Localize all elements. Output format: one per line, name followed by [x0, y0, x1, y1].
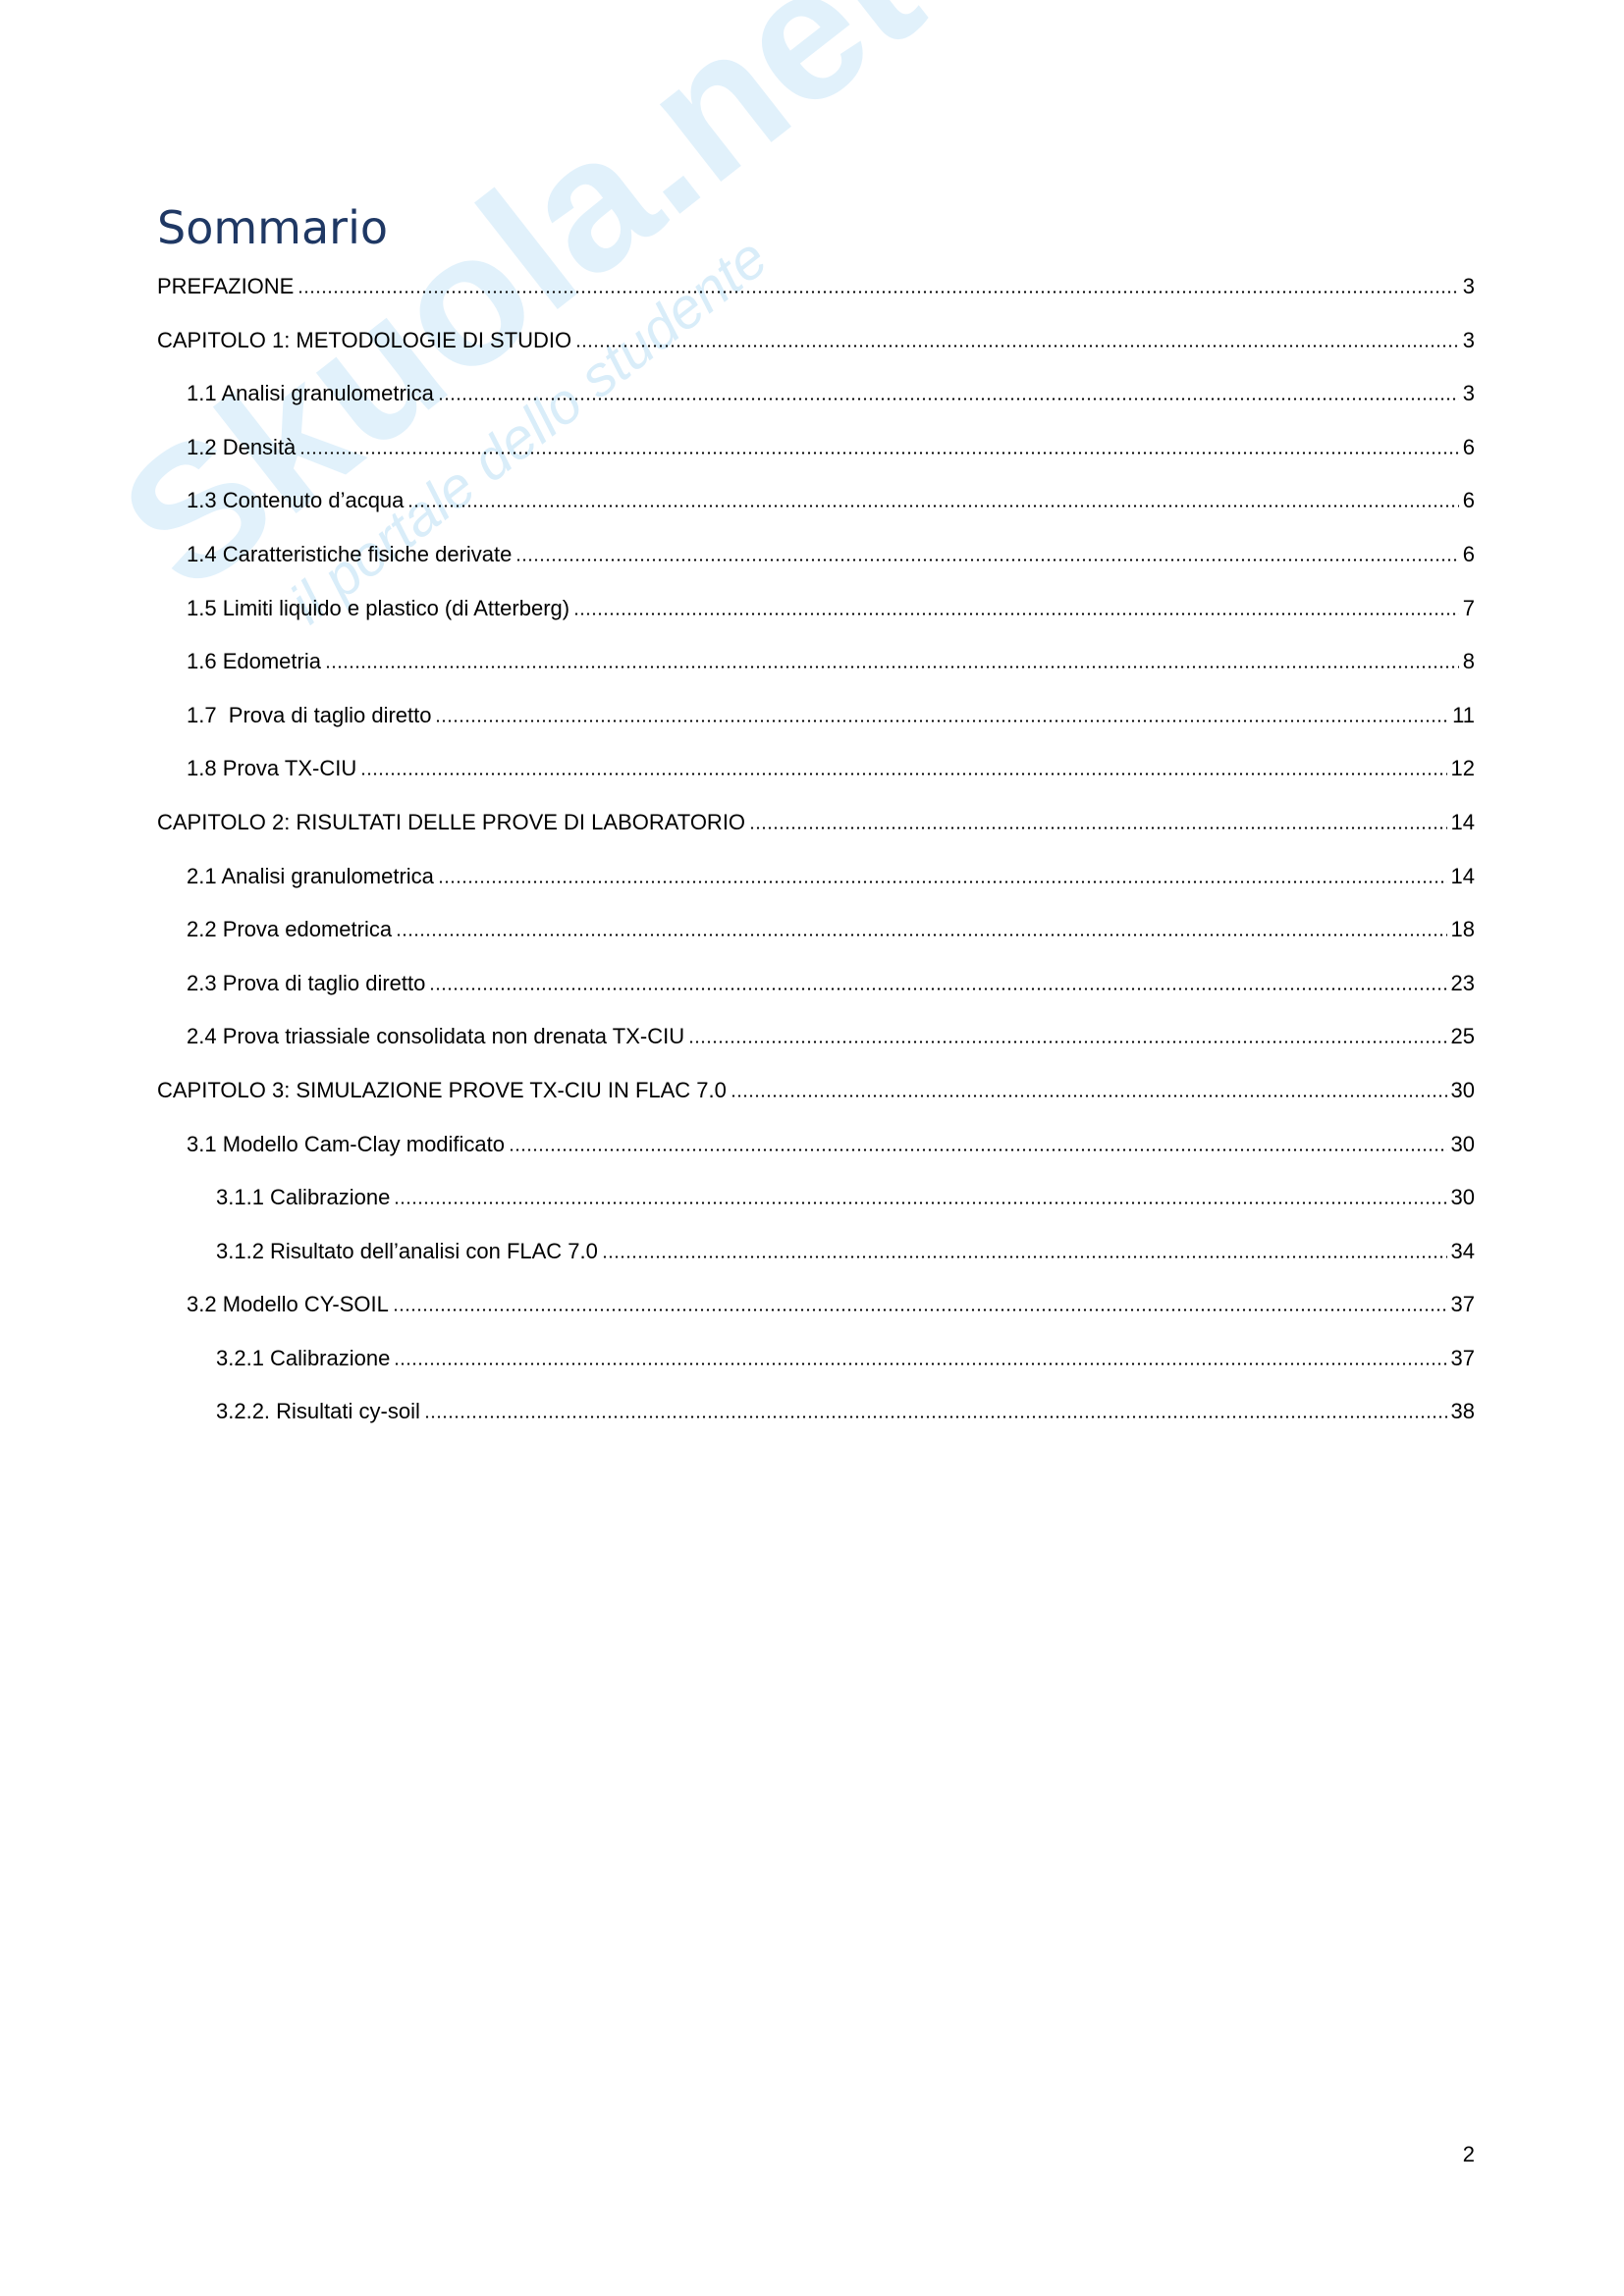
dot-leader: [324, 666, 1459, 669]
entry-title: 3.1.2 Risultato dell’analisi con FLAC 7.…: [216, 1238, 598, 1263]
entry-title: CAPITOLO 3: SIMULAZIONE PROVE TX-CIU IN …: [157, 1077, 727, 1102]
entry-title: CAPITOLO 2: RISULTATI DELLE PROVE DI LAB…: [157, 809, 746, 834]
entry-page: 38: [1450, 1399, 1475, 1424]
entry-title: 1.3 Contenuto d’acqua: [187, 488, 405, 513]
entry-title: 1.5 Limiti liquido e plastico (di Atterb…: [187, 595, 570, 620]
dot-leader: [749, 826, 1447, 829]
entry-title: 1.8 Prova TX-CIU: [187, 756, 357, 781]
entry-page: 30: [1450, 1131, 1475, 1156]
dot-leader: [437, 398, 1459, 401]
entry-page: 6: [1462, 541, 1475, 566]
dot-leader: [360, 773, 1447, 776]
toc-title: Sommario: [157, 201, 388, 254]
dot-leader: [509, 1148, 1447, 1151]
toc-entry: 3.2.1 Calibrazione 37: [157, 1342, 1475, 1396]
entry-page: 3: [1462, 274, 1475, 298]
dot-leader: [730, 1094, 1447, 1097]
entry-page: 34: [1450, 1238, 1475, 1263]
entry-page: 30: [1450, 1185, 1475, 1210]
entry-title: 3.2.2. Risultati cy-soil: [216, 1399, 420, 1424]
entry-page: 25: [1450, 1024, 1475, 1049]
dot-leader: [437, 880, 1447, 883]
toc-entry: CAPITOLO 2: RISULTATI DELLE PROVE DI LAB…: [157, 806, 1475, 860]
toc-entry: 2.1 Analisi granulometrica 14: [157, 860, 1475, 914]
entry-title: 2.2 Prova edometrica: [187, 917, 393, 942]
toc-entry: 2.3 Prova di taglio diretto 23: [157, 967, 1475, 1021]
dot-leader: [435, 719, 1449, 722]
entry-title: 3.1 Modello Cam-Clay modificato: [187, 1131, 506, 1156]
entry-title: CAPITOLO 1: METODOLOGIE DI STUDIO: [157, 327, 572, 352]
entry-page: 23: [1450, 970, 1475, 995]
entry-title: 3.1.1 Calibrazione: [216, 1185, 391, 1210]
dot-leader: [394, 1362, 1447, 1365]
dot-leader: [429, 987, 1447, 990]
entry-page: 7: [1462, 595, 1475, 620]
entry-title: 1.2 Densità: [187, 434, 297, 459]
entry-page: 30: [1450, 1077, 1475, 1102]
entry-page: 8: [1462, 649, 1475, 674]
entry-title: 2.1 Analisi granulometrica: [187, 863, 434, 888]
dot-leader: [423, 1415, 1447, 1419]
entry-title: 1.1 Analisi granulometrica: [187, 381, 434, 406]
toc-entry: 1.1 Analisi granulometrica 3: [157, 377, 1475, 431]
toc-entry: 3.2 Modello CY-SOIL 37: [157, 1288, 1475, 1342]
toc-entry: 3.2.2. Risultati cy-soil 38: [157, 1395, 1475, 1449]
dot-leader: [298, 291, 1459, 294]
entry-page: 6: [1462, 488, 1475, 513]
toc-entry: PREFAZIONE 3: [157, 270, 1475, 324]
entry-page: 3: [1462, 327, 1475, 352]
dot-leader: [407, 505, 1459, 508]
entry-title: 1.6 Edometria: [187, 649, 321, 674]
dot-leader: [575, 344, 1459, 347]
toc-entry: CAPITOLO 1: METODOLOGIE DI STUDIO 3: [157, 324, 1475, 378]
entry-title: 2.4 Prova triassiale consolidata non dre…: [187, 1024, 685, 1049]
entry-page: 14: [1450, 809, 1475, 834]
toc-entry: CAPITOLO 3: SIMULAZIONE PROVE TX-CIU IN …: [157, 1074, 1475, 1128]
dot-leader: [688, 1041, 1447, 1044]
entry-page: 12: [1450, 756, 1475, 781]
toc-entry: 2.4 Prova triassiale consolidata non dre…: [157, 1020, 1475, 1074]
entry-title: 3.2.1 Calibrazione: [216, 1345, 391, 1370]
toc-entry: 1.5 Limiti liquido e plastico (di Atterb…: [157, 592, 1475, 646]
page-number: 2: [1462, 2142, 1475, 2166]
entry-page: 18: [1450, 917, 1475, 942]
toc-entry: 1.8 Prova TX-CIU 12: [157, 752, 1475, 806]
dot-leader: [392, 1308, 1447, 1312]
toc-entry: 1.7 Prova di taglio diretto 11: [157, 699, 1475, 753]
toc-entry: 2.2 Prova edometrica 18: [157, 913, 1475, 967]
dot-leader: [601, 1255, 1447, 1258]
entry-page: 3: [1462, 381, 1475, 406]
dot-leader: [394, 1201, 1447, 1205]
entry-page: 37: [1450, 1292, 1475, 1317]
entry-page: 37: [1450, 1345, 1475, 1370]
dot-leader: [396, 934, 1447, 937]
dot-leader: [299, 451, 1459, 454]
toc-entry: 1.6 Edometria 8: [157, 645, 1475, 699]
dot-leader: [515, 558, 1459, 561]
toc-entry: 1.2 Densità 6: [157, 431, 1475, 485]
dot-leader: [573, 612, 1459, 615]
entry-page: 6: [1462, 434, 1475, 459]
toc-entry: 3.1.1 Calibrazione 30: [157, 1181, 1475, 1235]
entry-title: 2.3 Prova di taglio diretto: [187, 970, 426, 995]
toc-list: PREFAZIONE 3 CAPITOLO 1: METODOLOGIE DI ST…: [157, 270, 1475, 1449]
toc-entry: 1.4 Caratteristiche fisiche derivate 6: [157, 538, 1475, 592]
entry-title: 1.4 Caratteristiche fisiche derivate: [187, 541, 513, 566]
entry-page: 11: [1452, 702, 1475, 727]
toc-entry: 3.1.2 Risultato dell’analisi con FLAC 7.…: [157, 1235, 1475, 1289]
entry-title: 3.2 Modello CY-SOIL: [187, 1292, 389, 1317]
entry-page: 14: [1450, 863, 1475, 888]
entry-title: PREFAZIONE: [157, 274, 295, 298]
entry-title: 1.7 Prova di taglio diretto: [187, 702, 432, 727]
toc-entry: 1.3 Contenuto d’acqua 6: [157, 484, 1475, 538]
toc-entry: 3.1 Modello Cam-Clay modificato 30: [157, 1128, 1475, 1182]
